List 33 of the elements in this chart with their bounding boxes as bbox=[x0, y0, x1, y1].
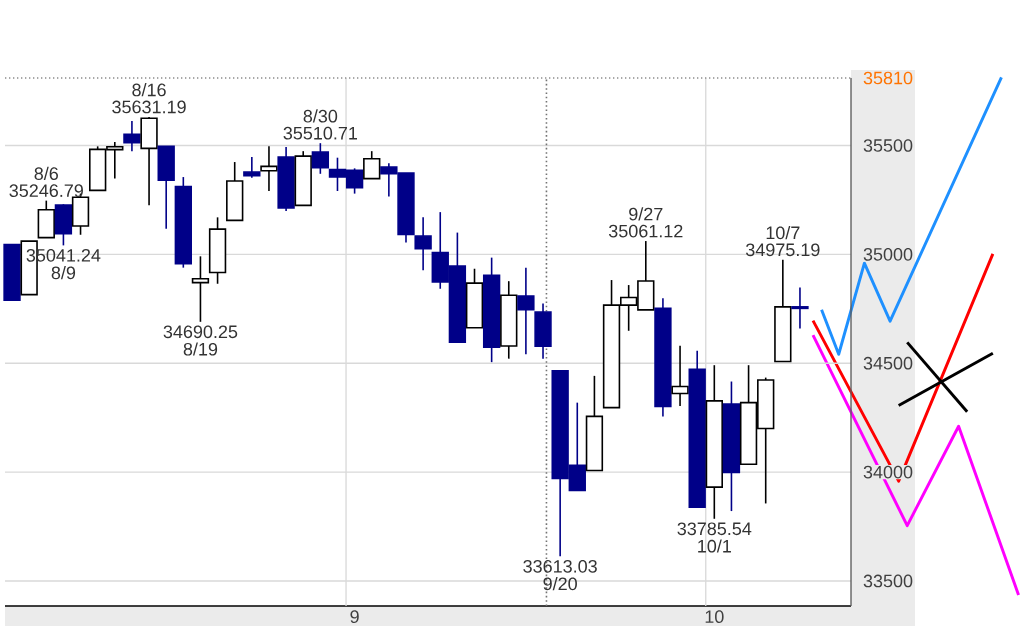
annotation: 8/9 bbox=[51, 265, 76, 280]
annotation: 9/27 bbox=[629, 207, 663, 221]
y-tick-label: 34500 bbox=[863, 356, 913, 370]
candlestick bbox=[791, 286, 809, 330]
annotation: 34975.19 bbox=[745, 243, 820, 257]
annotation: 35510.71 bbox=[283, 126, 357, 140]
y-tick-label: 33500 bbox=[863, 574, 913, 588]
annotation: 8/6 bbox=[34, 166, 59, 181]
annotation: 8/16 bbox=[132, 83, 166, 97]
annotation: 8/30 bbox=[303, 109, 338, 123]
annotation: 35631.19 bbox=[112, 100, 186, 114]
x-tick-label: 9 bbox=[350, 610, 359, 623]
annotation: 10/7 bbox=[766, 225, 800, 240]
annotation: 35061.12 bbox=[608, 224, 683, 238]
y-tick-label: 34000 bbox=[863, 465, 913, 479]
y-tick-label: 35500 bbox=[863, 139, 913, 152]
candlestick bbox=[191, 255, 210, 323]
y-tick-label: 35000 bbox=[863, 247, 913, 261]
candlestick bbox=[260, 145, 278, 192]
annotation: 9/20 bbox=[543, 576, 577, 591]
annotation: 33613.03 bbox=[523, 559, 597, 573]
candlestick bbox=[363, 150, 381, 180]
x-tick-label: 10 bbox=[705, 610, 724, 623]
annotation: 33785.54 bbox=[677, 522, 752, 536]
candlestick bbox=[671, 345, 689, 407]
annotation: 34690.25 bbox=[163, 325, 238, 339]
annotation: 35246.79 bbox=[9, 184, 83, 198]
ref-line-label: 35810 bbox=[863, 71, 913, 85]
candlestick bbox=[311, 142, 330, 175]
candlestick bbox=[123, 120, 141, 152]
candlestick bbox=[243, 156, 261, 179]
annotation: 10/1 bbox=[698, 539, 731, 553]
annotation: 8/19 bbox=[183, 342, 218, 356]
